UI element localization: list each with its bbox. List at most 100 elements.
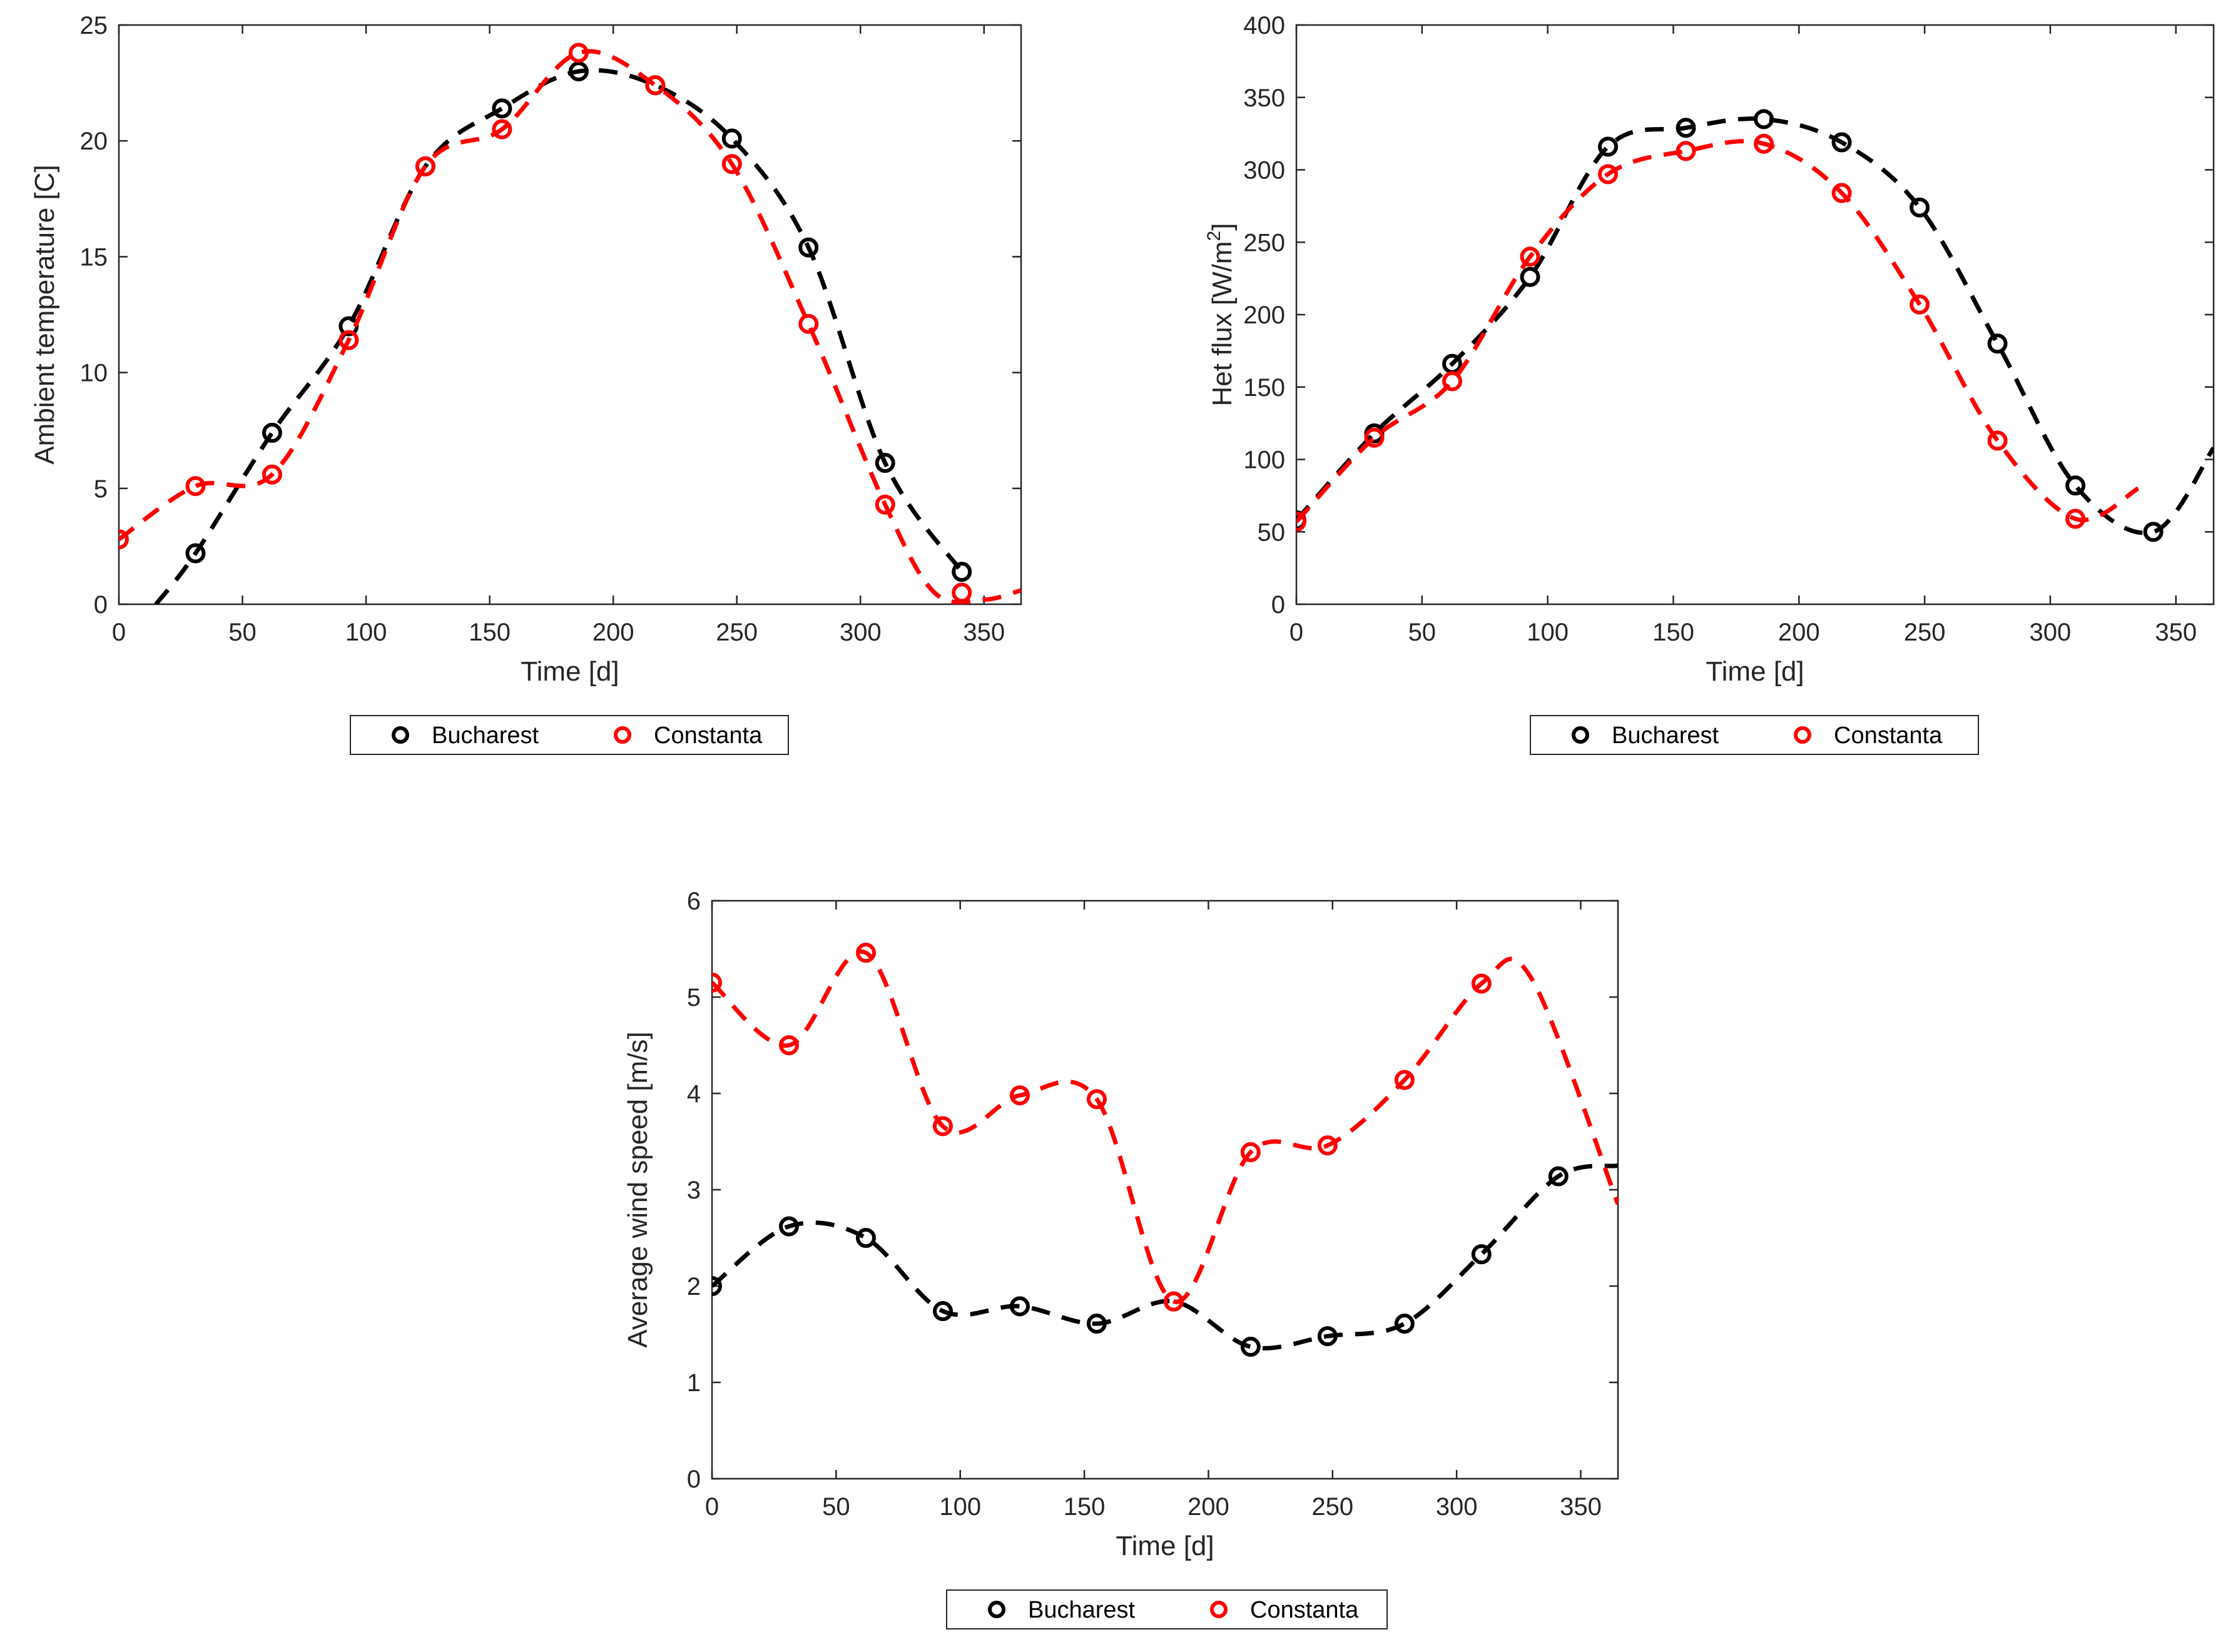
data-point-bucharest [1598,136,1619,157]
data-point-bucharest [712,1276,722,1296]
data-point-bucharest [1754,109,1774,129]
series-line-constanta [119,49,1021,604]
data-point-bucharest [1240,1337,1261,1357]
y-axis-label: Average wind speed [m/s] [623,1031,653,1347]
y-tick-label: 400 [1243,12,1285,39]
legend-label-constanta: Constanta [654,722,763,749]
data-point-constanta [1364,427,1385,448]
series-line-constanta [712,949,1618,1304]
y-tick-label: 10 [80,360,108,387]
series-constanta [712,943,1618,1312]
x-tick-label: 200 [1188,1493,1229,1521]
data-point-constanta [1009,1085,1030,1106]
series-constanta [1296,133,2140,532]
data-point-bucharest [1086,1314,1107,1334]
y-tick-label: 350 [1243,84,1285,112]
x-axis-label: Time [d] [521,656,619,687]
x-tick-label: 0 [112,619,126,646]
legend-label-bucharest: Bucharest [1028,1597,1136,1623]
y-tick-label: 6 [687,888,701,915]
y-axis-label: Het flux [W/m2] [1204,223,1238,407]
data-point-bucharest [875,453,895,474]
data-point-constanta [415,156,435,176]
data-point-bucharest [492,98,512,119]
data-point-bucharest [1676,118,1696,138]
series-line-bucharest [154,68,964,604]
data-point-bucharest [262,422,282,443]
data-point-constanta [645,75,666,96]
x-tick-label: 300 [840,619,882,646]
legend: Bucharest Constanta [946,1589,1388,1629]
x-tick-label: 50 [228,619,257,646]
x-tick-label: 250 [1311,1493,1353,1521]
y-tick-label: 250 [1243,229,1285,256]
data-point-constanta [798,313,819,334]
legend-box [350,715,789,755]
data-point-bucharest [855,1228,876,1248]
legend-label-bucharest: Bucharest [432,722,539,749]
data-point-constanta [932,1116,953,1137]
x-tick-label: 150 [1652,619,1694,646]
x-tick-label: 100 [1527,619,1569,646]
data-point-constanta [492,119,512,139]
legend-box [1530,715,1979,755]
x-tick-label: 250 [716,619,758,646]
data-point-constanta [1163,1291,1184,1312]
data-point-constanta [1831,183,1852,203]
data-point-constanta [1754,133,1774,154]
data-point-constanta [1296,512,1306,532]
data-point-constanta [1676,141,1696,161]
temperature-chart: 0 50 100 150 200 250 300 350 0 5 10 15 20 25 Time [d] A… [29,12,1022,755]
data-point-constanta [185,476,206,497]
x-tick-label: 150 [1064,1493,1106,1521]
data-point-bucharest [1520,266,1540,287]
data-point-constanta [338,330,359,350]
legend-marker-constanta [1794,726,1811,744]
data-point-bucharest [1394,1314,1415,1334]
data-point-bucharest [1317,1326,1338,1347]
data-point-bucharest [1009,1296,1030,1317]
series-line-constanta [1296,139,2140,524]
data-point-bucharest [798,237,819,258]
data-point-constanta [1086,1089,1107,1110]
y-tick-label: 50 [1258,519,1286,546]
data-point-bucharest [778,1216,799,1237]
legend: Bucharest Constanta [350,715,789,755]
legend-box [946,1589,1388,1629]
y-tick-label: 3 [687,1177,701,1204]
x-tick-label: 250 [1904,619,1946,646]
data-point-bucharest [1471,1244,1492,1265]
data-point-bucharest [185,543,206,564]
x-tick-label: 0 [705,1493,719,1521]
data-point-bucharest [952,562,972,582]
data-point-bucharest [1831,132,1852,153]
y-tick-label: 0 [1271,591,1285,619]
data-point-bucharest [2065,475,2086,496]
x-tick-label: 50 [1408,619,1437,646]
data-point-bucharest [932,1301,953,1322]
x-tick-label: 0 [1289,619,1303,646]
data-point-constanta [952,582,972,603]
data-point-bucharest [1548,1166,1569,1187]
y-tick-label: 200 [1243,302,1285,329]
y-tick-label: 2 [687,1273,701,1300]
data-point-constanta [1520,246,1540,267]
y-tick-label: 25 [80,12,108,39]
legend-marker-bucharest [1572,726,1589,744]
data-point-constanta [1240,1142,1261,1162]
y-tick-label: 20 [80,128,108,155]
plot-area-box [118,24,1022,606]
x-tick-label: 350 [2155,619,2197,646]
series-line-bucharest [1296,116,2214,535]
data-point-constanta [1987,430,2008,451]
legend-marker-bucharest [988,1601,1005,1618]
wind-speed-chart: 0 50 100 150 200 250 300 350 0 1 2 3 4 5 6 Time [d] Aver… [623,888,1619,1629]
data-point-constanta [2065,509,2086,529]
data-point-bucharest [2143,522,2164,542]
y-tick-label: 1 [687,1369,701,1397]
legend-marker-constanta [1210,1601,1228,1618]
data-point-constanta [262,464,282,485]
data-point-constanta [119,529,129,550]
x-tick-label: 300 [2030,619,2072,646]
x-tick-label: 50 [822,1493,850,1521]
